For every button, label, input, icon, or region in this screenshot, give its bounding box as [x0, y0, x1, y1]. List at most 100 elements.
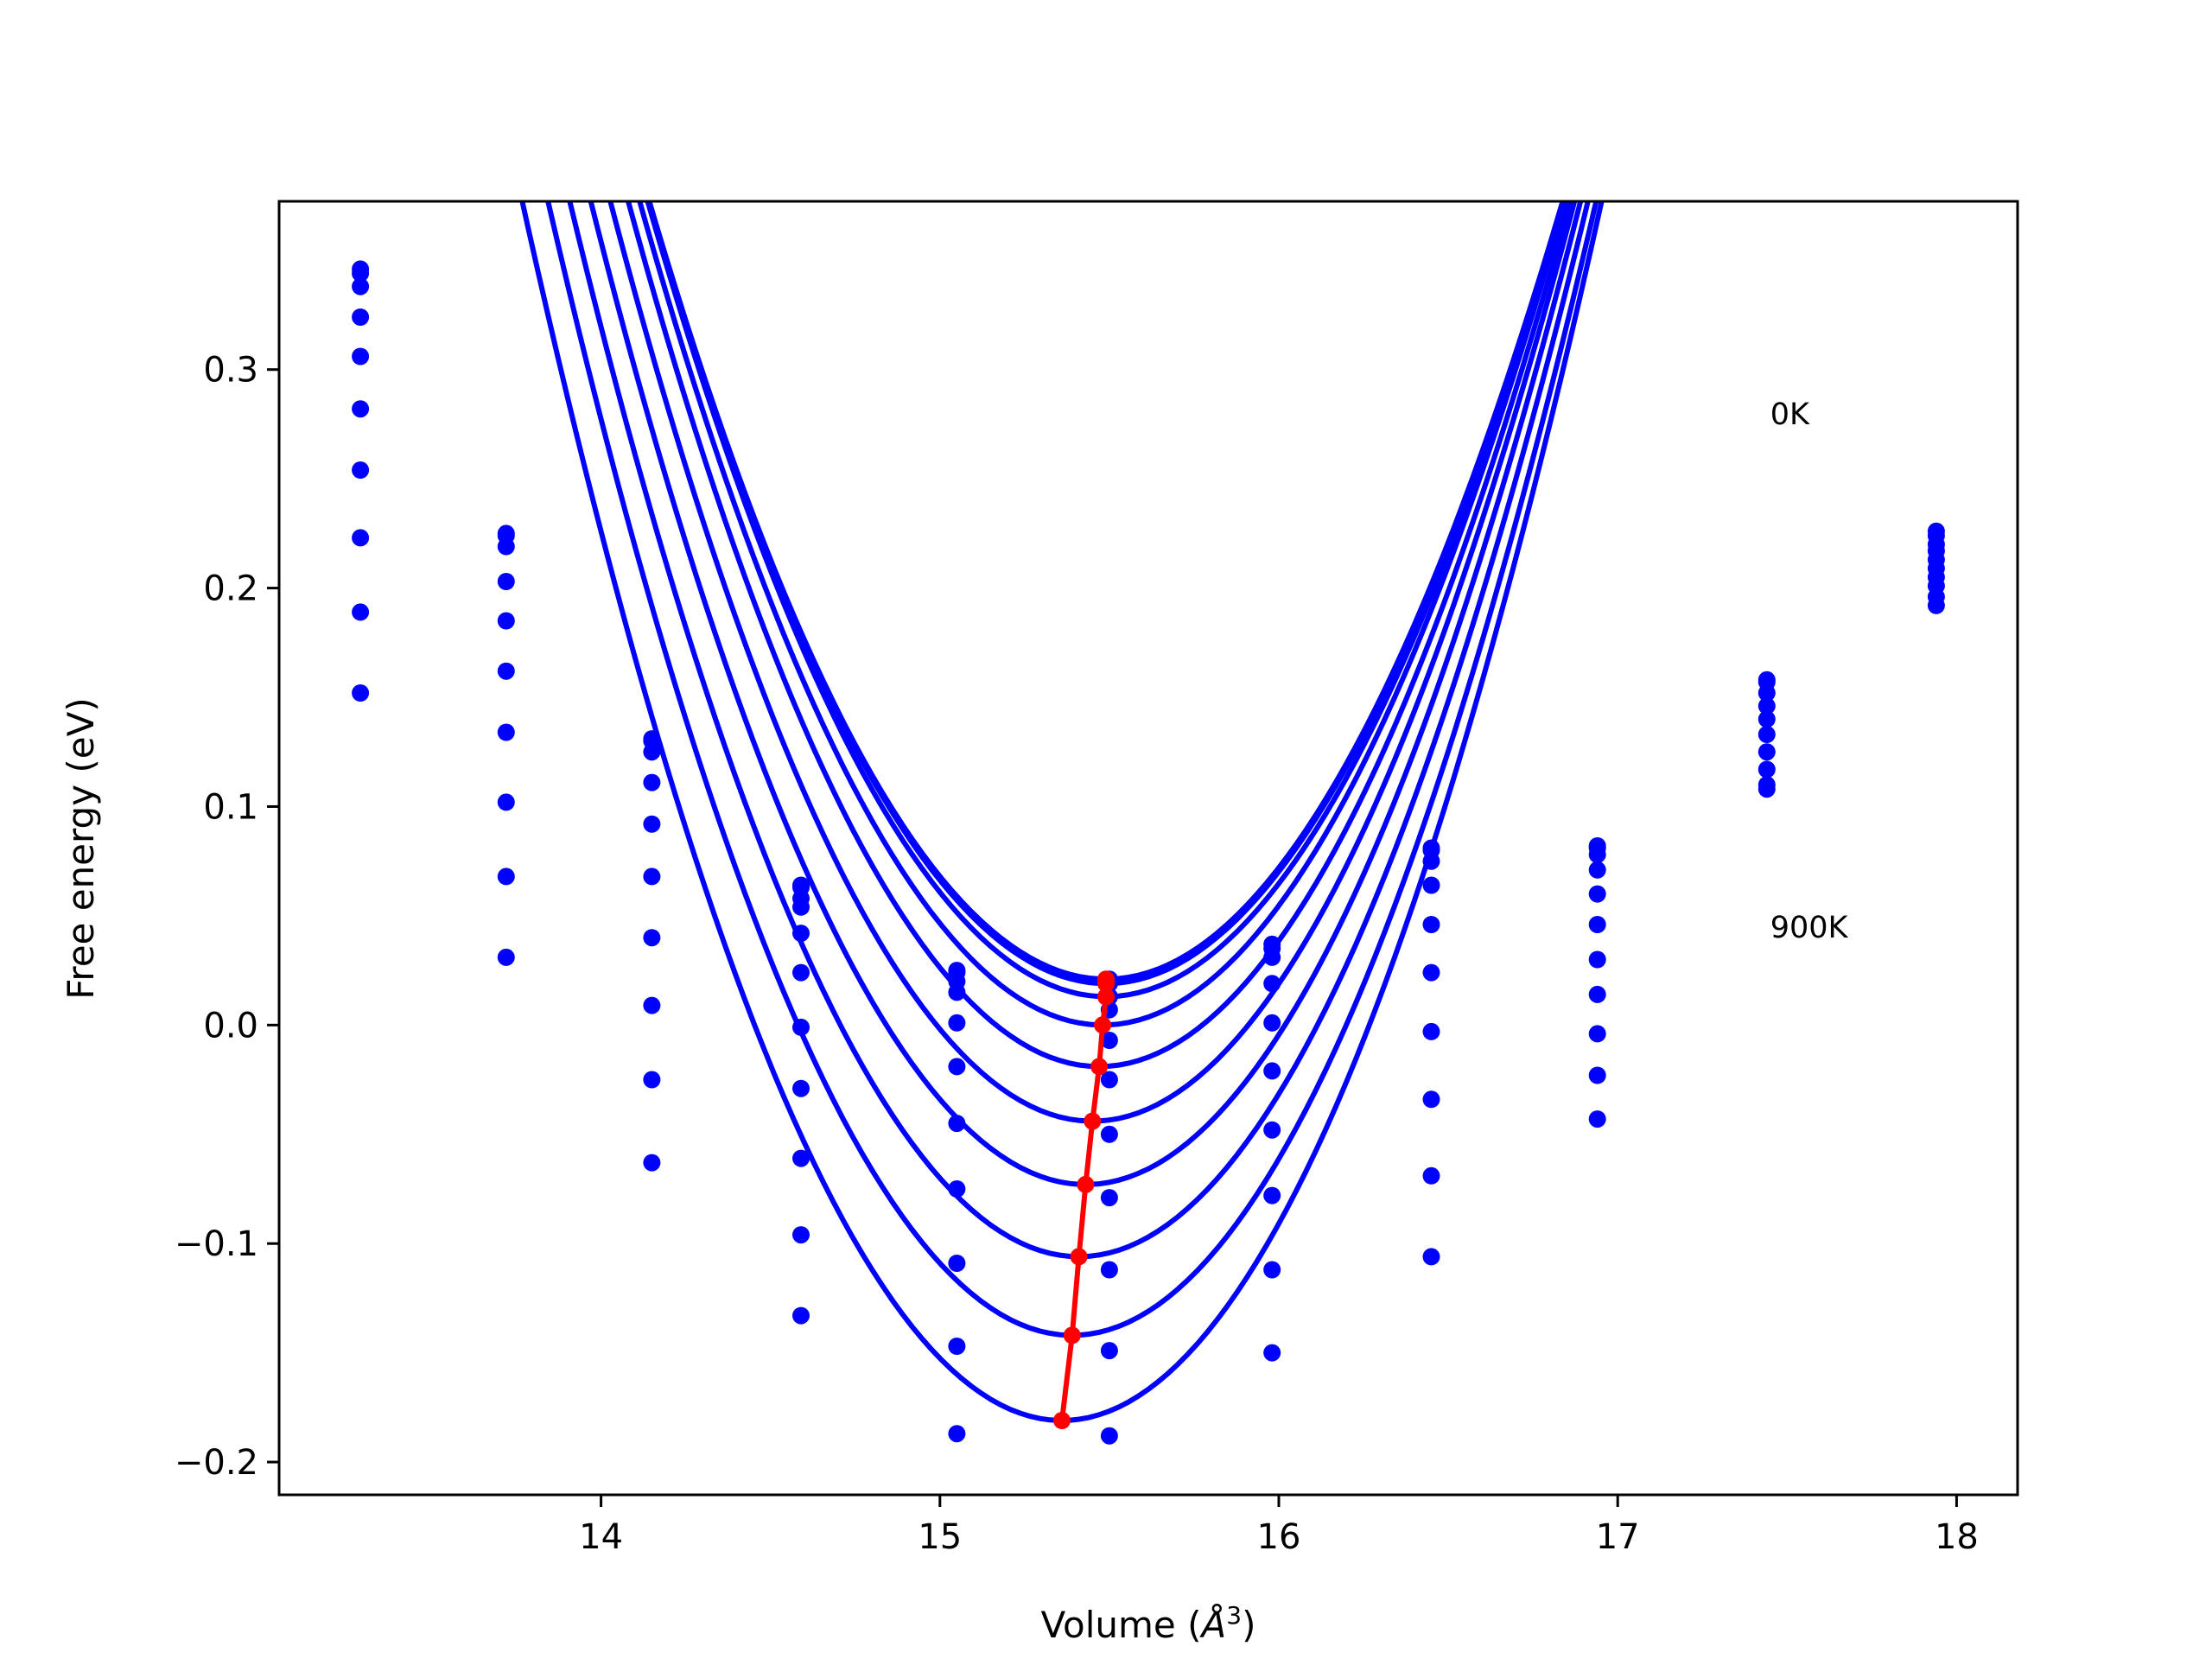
data-point: [948, 1014, 966, 1032]
data-point: [792, 1226, 810, 1244]
x-axis-ticks: 14 15 16 17 18: [579, 1495, 1979, 1557]
data-point: [1422, 1166, 1440, 1185]
data-point: [1422, 1090, 1440, 1109]
data-point: [1263, 1014, 1281, 1032]
data-point: [1263, 1186, 1281, 1205]
minimum-point: [1053, 1412, 1071, 1429]
data-point: [1758, 780, 1776, 798]
data-point: [948, 1338, 966, 1355]
y-tick-label: 0.2: [203, 569, 258, 609]
data-point: [352, 529, 370, 547]
data-point: [948, 1425, 966, 1443]
x-tick-label: 15: [918, 1517, 962, 1557]
fit-curve: [545, 201, 1599, 1338]
data-point: [1263, 1344, 1281, 1362]
data-point: [948, 1058, 966, 1076]
data-point: [1758, 726, 1776, 743]
data-point: [1100, 1125, 1118, 1143]
x-tick-label: 14: [579, 1517, 623, 1557]
data-point: [1758, 684, 1776, 702]
data-point: [1100, 1342, 1118, 1360]
data-point: [1758, 697, 1776, 715]
fit-curve: [567, 201, 1591, 1260]
fit-curve: [519, 201, 1605, 1424]
fit-curve: [646, 201, 1566, 987]
data-point: [1588, 916, 1606, 933]
data-points: [352, 260, 1945, 1445]
data-point: [352, 308, 370, 326]
data-point: [1422, 1248, 1440, 1266]
data-point: [352, 603, 370, 621]
data-point: [497, 793, 515, 811]
y-tick-label: −0.1: [175, 1224, 258, 1264]
data-point: [1927, 596, 1945, 614]
data-point: [643, 743, 661, 761]
data-point: [1588, 985, 1606, 1003]
data-point: [1588, 1066, 1606, 1084]
data-point: [352, 347, 370, 365]
plot-frame: [277, 200, 2019, 1497]
data-point: [1100, 1032, 1118, 1049]
data-point: [643, 929, 661, 947]
data-point: [948, 1255, 966, 1272]
annotation-0k: 0K: [1770, 397, 1810, 432]
data-point: [497, 537, 515, 556]
data-point: [352, 684, 370, 702]
data-point: [948, 1180, 966, 1198]
data-point: [792, 1149, 810, 1167]
minimum-line: [1053, 970, 1115, 1429]
data-point: [1758, 710, 1776, 728]
data-point: [1100, 1071, 1118, 1089]
y-tick-label: −0.2: [175, 1443, 258, 1483]
fit-curve: [646, 201, 1566, 982]
data-point: [643, 1071, 661, 1089]
data-point: [1588, 1025, 1606, 1043]
x-tick-label: 16: [1257, 1517, 1301, 1557]
data-point: [1422, 916, 1440, 933]
fit-curve: [607, 201, 1578, 1124]
data-point: [1100, 1427, 1118, 1445]
data-point: [948, 983, 966, 1001]
data-point: [1758, 760, 1776, 779]
data-point: [1100, 1261, 1118, 1279]
data-point: [643, 815, 661, 833]
x-tick-label: 18: [1935, 1517, 1979, 1557]
data-point: [792, 1079, 810, 1097]
data-point: [792, 898, 810, 916]
data-point: [1588, 950, 1606, 969]
y-axis-ticks: −0.2 −0.1 0.0 0.1 0.2 0.3: [175, 351, 279, 1483]
data-point: [792, 1018, 810, 1036]
data-point: [1422, 963, 1440, 982]
fit-curve: [588, 201, 1584, 1187]
y-axis-title: Free energy (eV): [60, 697, 102, 1000]
fit-curve: [637, 201, 1568, 1028]
data-point: [497, 868, 515, 886]
data-point: [1588, 861, 1606, 879]
data-point: [1263, 1261, 1281, 1279]
minimum-point: [1097, 975, 1115, 993]
data-point: [1263, 1062, 1281, 1080]
data-point: [1422, 1022, 1440, 1040]
minimum-point: [1077, 1175, 1095, 1193]
data-point: [1100, 1189, 1118, 1207]
data-point: [643, 996, 661, 1014]
y-tick-label: 0.1: [203, 787, 258, 827]
data-point: [1588, 885, 1606, 903]
data-point: [352, 461, 370, 479]
data-point: [352, 400, 370, 418]
minimum-point: [1090, 1058, 1109, 1076]
minimum-point: [1097, 988, 1115, 1006]
data-point: [1263, 1121, 1281, 1139]
data-point: [497, 723, 515, 741]
data-point: [643, 773, 661, 791]
data-point: [1263, 948, 1281, 966]
data-point: [792, 1306, 810, 1325]
annotation-900k: 900K: [1770, 911, 1849, 945]
fitted-curves: [519, 201, 1605, 1424]
data-point: [792, 963, 810, 982]
data-point: [497, 612, 515, 630]
minimum-point: [1094, 1016, 1112, 1034]
x-tick-label: 17: [1596, 1517, 1640, 1557]
minimum-point: [1070, 1248, 1088, 1266]
